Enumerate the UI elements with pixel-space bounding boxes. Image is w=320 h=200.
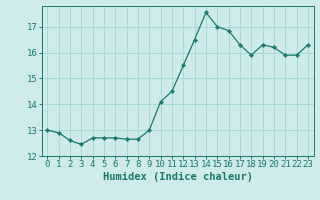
- X-axis label: Humidex (Indice chaleur): Humidex (Indice chaleur): [103, 172, 252, 182]
